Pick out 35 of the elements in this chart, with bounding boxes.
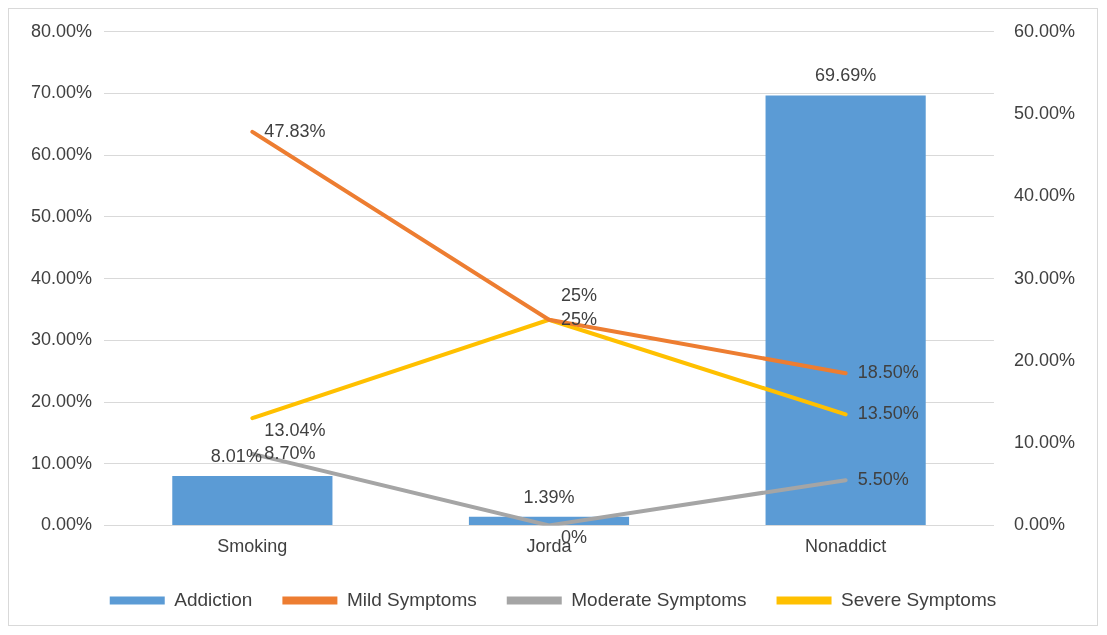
data-label: 8.01% <box>210 445 262 466</box>
x-tick-label: Nonaddict <box>805 536 887 557</box>
y2-tick-label: 30.00% <box>1013 267 1076 288</box>
data-label: 13.50% <box>857 403 919 424</box>
data-label: 13.04% <box>264 420 326 441</box>
y-tick-label: 80.00% <box>30 20 93 41</box>
y2-tick-label: 50.00% <box>1013 103 1076 124</box>
y-tick-label: 50.00% <box>30 205 93 226</box>
data-label: 1.39% <box>523 486 575 507</box>
data-label: 18.50% <box>857 362 919 383</box>
y2-tick-label: 0.00% <box>1013 514 1065 535</box>
data-label: 47.83% <box>264 120 326 141</box>
x-tick-label: Smoking <box>217 536 288 557</box>
y-tick-label: 20.00% <box>30 390 93 411</box>
bar <box>765 95 926 525</box>
data-label: 8.70% <box>264 442 316 463</box>
y2-tick-label: 20.00% <box>1013 349 1076 370</box>
y2-tick-label: 60.00% <box>1013 20 1076 41</box>
data-label: 25% <box>561 284 598 305</box>
y2-tick-label: 10.00% <box>1013 432 1076 453</box>
data-label: 25% <box>561 308 598 329</box>
legend-label: Severe Symptoms <box>841 588 997 610</box>
y-tick-label: 40.00% <box>30 267 93 288</box>
bar <box>172 475 333 525</box>
legend-label: Mild Symptoms <box>346 588 477 610</box>
data-label: 5.50% <box>857 469 909 490</box>
data-label: 69.69% <box>815 65 877 86</box>
legend-label: Addiction <box>174 588 253 610</box>
y2-tick-label: 40.00% <box>1013 185 1076 206</box>
y-tick-label: 0.00% <box>41 514 93 535</box>
y-tick-label: 10.00% <box>30 452 93 473</box>
y-tick-label: 60.00% <box>30 144 93 165</box>
legend-label: Moderate Symptoms <box>571 588 747 610</box>
y-tick-label: 30.00% <box>30 329 93 350</box>
y-tick-label: 70.00% <box>30 82 93 103</box>
